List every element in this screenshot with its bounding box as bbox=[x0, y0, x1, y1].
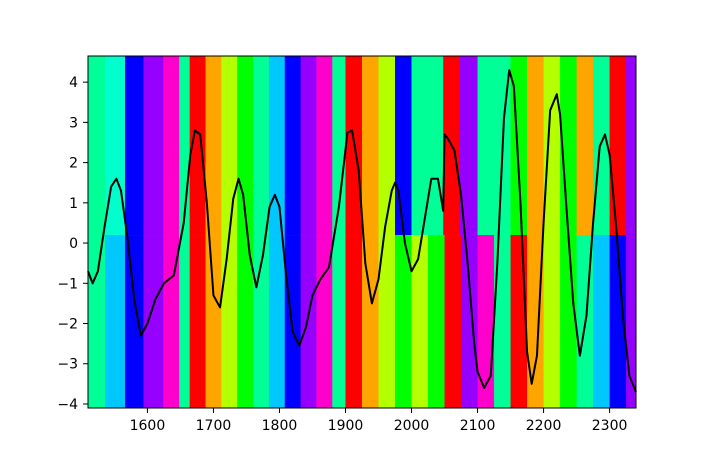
series-line-0 bbox=[87, 69, 637, 393]
band-lower-19 bbox=[395, 235, 412, 408]
band-lower-7 bbox=[205, 235, 222, 408]
band-upper-10 bbox=[253, 56, 270, 236]
band-upper-23 bbox=[477, 56, 511, 236]
band-lower-25 bbox=[494, 235, 511, 408]
band-lower-21 bbox=[428, 235, 445, 408]
y-tick-label-0: 0 bbox=[69, 236, 78, 252]
plot-frame bbox=[87, 55, 637, 409]
y-tick-label--2: −2 bbox=[57, 317, 78, 333]
band-upper-4 bbox=[163, 56, 180, 236]
band-lower-11 bbox=[268, 235, 286, 408]
band-lower-0 bbox=[88, 235, 106, 408]
band-lower-16 bbox=[345, 235, 363, 408]
band-lower-3 bbox=[143, 235, 164, 408]
band-lower-27 bbox=[527, 235, 544, 408]
band-upper-25 bbox=[527, 56, 544, 236]
band-lower-17 bbox=[362, 235, 379, 408]
band-upper-6 bbox=[189, 56, 206, 236]
band-lower-20 bbox=[411, 235, 429, 408]
band-upper-0 bbox=[88, 56, 106, 236]
x-tick-label-1600: 1600 bbox=[130, 418, 166, 434]
band-upper-30 bbox=[609, 56, 627, 236]
band-lower-12 bbox=[284, 235, 301, 408]
band-upper-17 bbox=[362, 56, 379, 236]
band-lower-13 bbox=[300, 235, 317, 408]
band-lower-22 bbox=[444, 235, 462, 408]
band-upper-19 bbox=[395, 56, 412, 236]
x-tick-label-1800: 1800 bbox=[262, 418, 298, 434]
band-upper-18 bbox=[378, 56, 396, 236]
band-lower-32 bbox=[609, 235, 627, 408]
band-upper-3 bbox=[143, 56, 164, 236]
band-lower-4 bbox=[163, 235, 180, 408]
y-axis: −4 −3 −2 −1 0 1 2 3 4 bbox=[57, 75, 88, 413]
y-tick-label-3: 3 bbox=[69, 115, 78, 131]
background-bands bbox=[88, 56, 637, 408]
band-lower-1 bbox=[105, 235, 126, 408]
x-tick-label-2100: 2100 bbox=[460, 418, 496, 434]
y-tick-label--3: −3 bbox=[57, 357, 78, 373]
y-tick-label--4: −4 bbox=[57, 397, 78, 413]
band-upper-22 bbox=[459, 56, 478, 236]
x-tick-label-1700: 1700 bbox=[196, 418, 232, 434]
band-upper-14 bbox=[316, 56, 333, 236]
band-upper-31 bbox=[626, 56, 637, 236]
band-lower-2 bbox=[124, 235, 144, 408]
band-lower-29 bbox=[560, 235, 577, 408]
band-upper-15 bbox=[332, 56, 346, 236]
x-tick-label-2000: 2000 bbox=[394, 418, 430, 434]
x-axis: 1600 1700 1800 1900 2000 2100 2200 2300 bbox=[130, 408, 628, 434]
band-lower-31 bbox=[593, 235, 610, 408]
band-upper-2 bbox=[124, 56, 144, 236]
band-upper-26 bbox=[543, 56, 561, 236]
band-lower-23 bbox=[461, 235, 478, 408]
band-lower-6 bbox=[189, 235, 206, 408]
x-tick-label-2300: 2300 bbox=[592, 418, 628, 434]
band-lower-9 bbox=[237, 235, 254, 408]
band-upper-13 bbox=[300, 56, 317, 236]
band-upper-20 bbox=[411, 56, 444, 236]
band-upper-7 bbox=[205, 56, 222, 236]
band-upper-29 bbox=[593, 56, 610, 236]
y-tick-label--1: −1 bbox=[57, 276, 78, 292]
x-tick-label-2200: 2200 bbox=[526, 418, 562, 434]
band-lower-5 bbox=[179, 235, 191, 408]
band-upper-28 bbox=[576, 56, 594, 236]
band-lower-18 bbox=[378, 235, 396, 408]
band-lower-28 bbox=[543, 235, 561, 408]
band-upper-5 bbox=[179, 56, 191, 236]
band-upper-8 bbox=[221, 56, 238, 236]
band-lower-10 bbox=[253, 235, 270, 408]
band-lower-15 bbox=[332, 235, 346, 408]
series-layer bbox=[87, 69, 637, 393]
band-upper-11 bbox=[268, 56, 286, 236]
band-lower-24 bbox=[477, 235, 495, 408]
band-lower-8 bbox=[221, 235, 238, 408]
y-tick-label-1: 1 bbox=[69, 196, 78, 212]
band-lower-33 bbox=[626, 235, 637, 408]
y-tick-label-2: 2 bbox=[69, 156, 78, 172]
y-tick-label-4: 4 bbox=[69, 75, 78, 91]
x-tick-label-1900: 1900 bbox=[328, 418, 364, 434]
band-upper-12 bbox=[284, 56, 301, 236]
